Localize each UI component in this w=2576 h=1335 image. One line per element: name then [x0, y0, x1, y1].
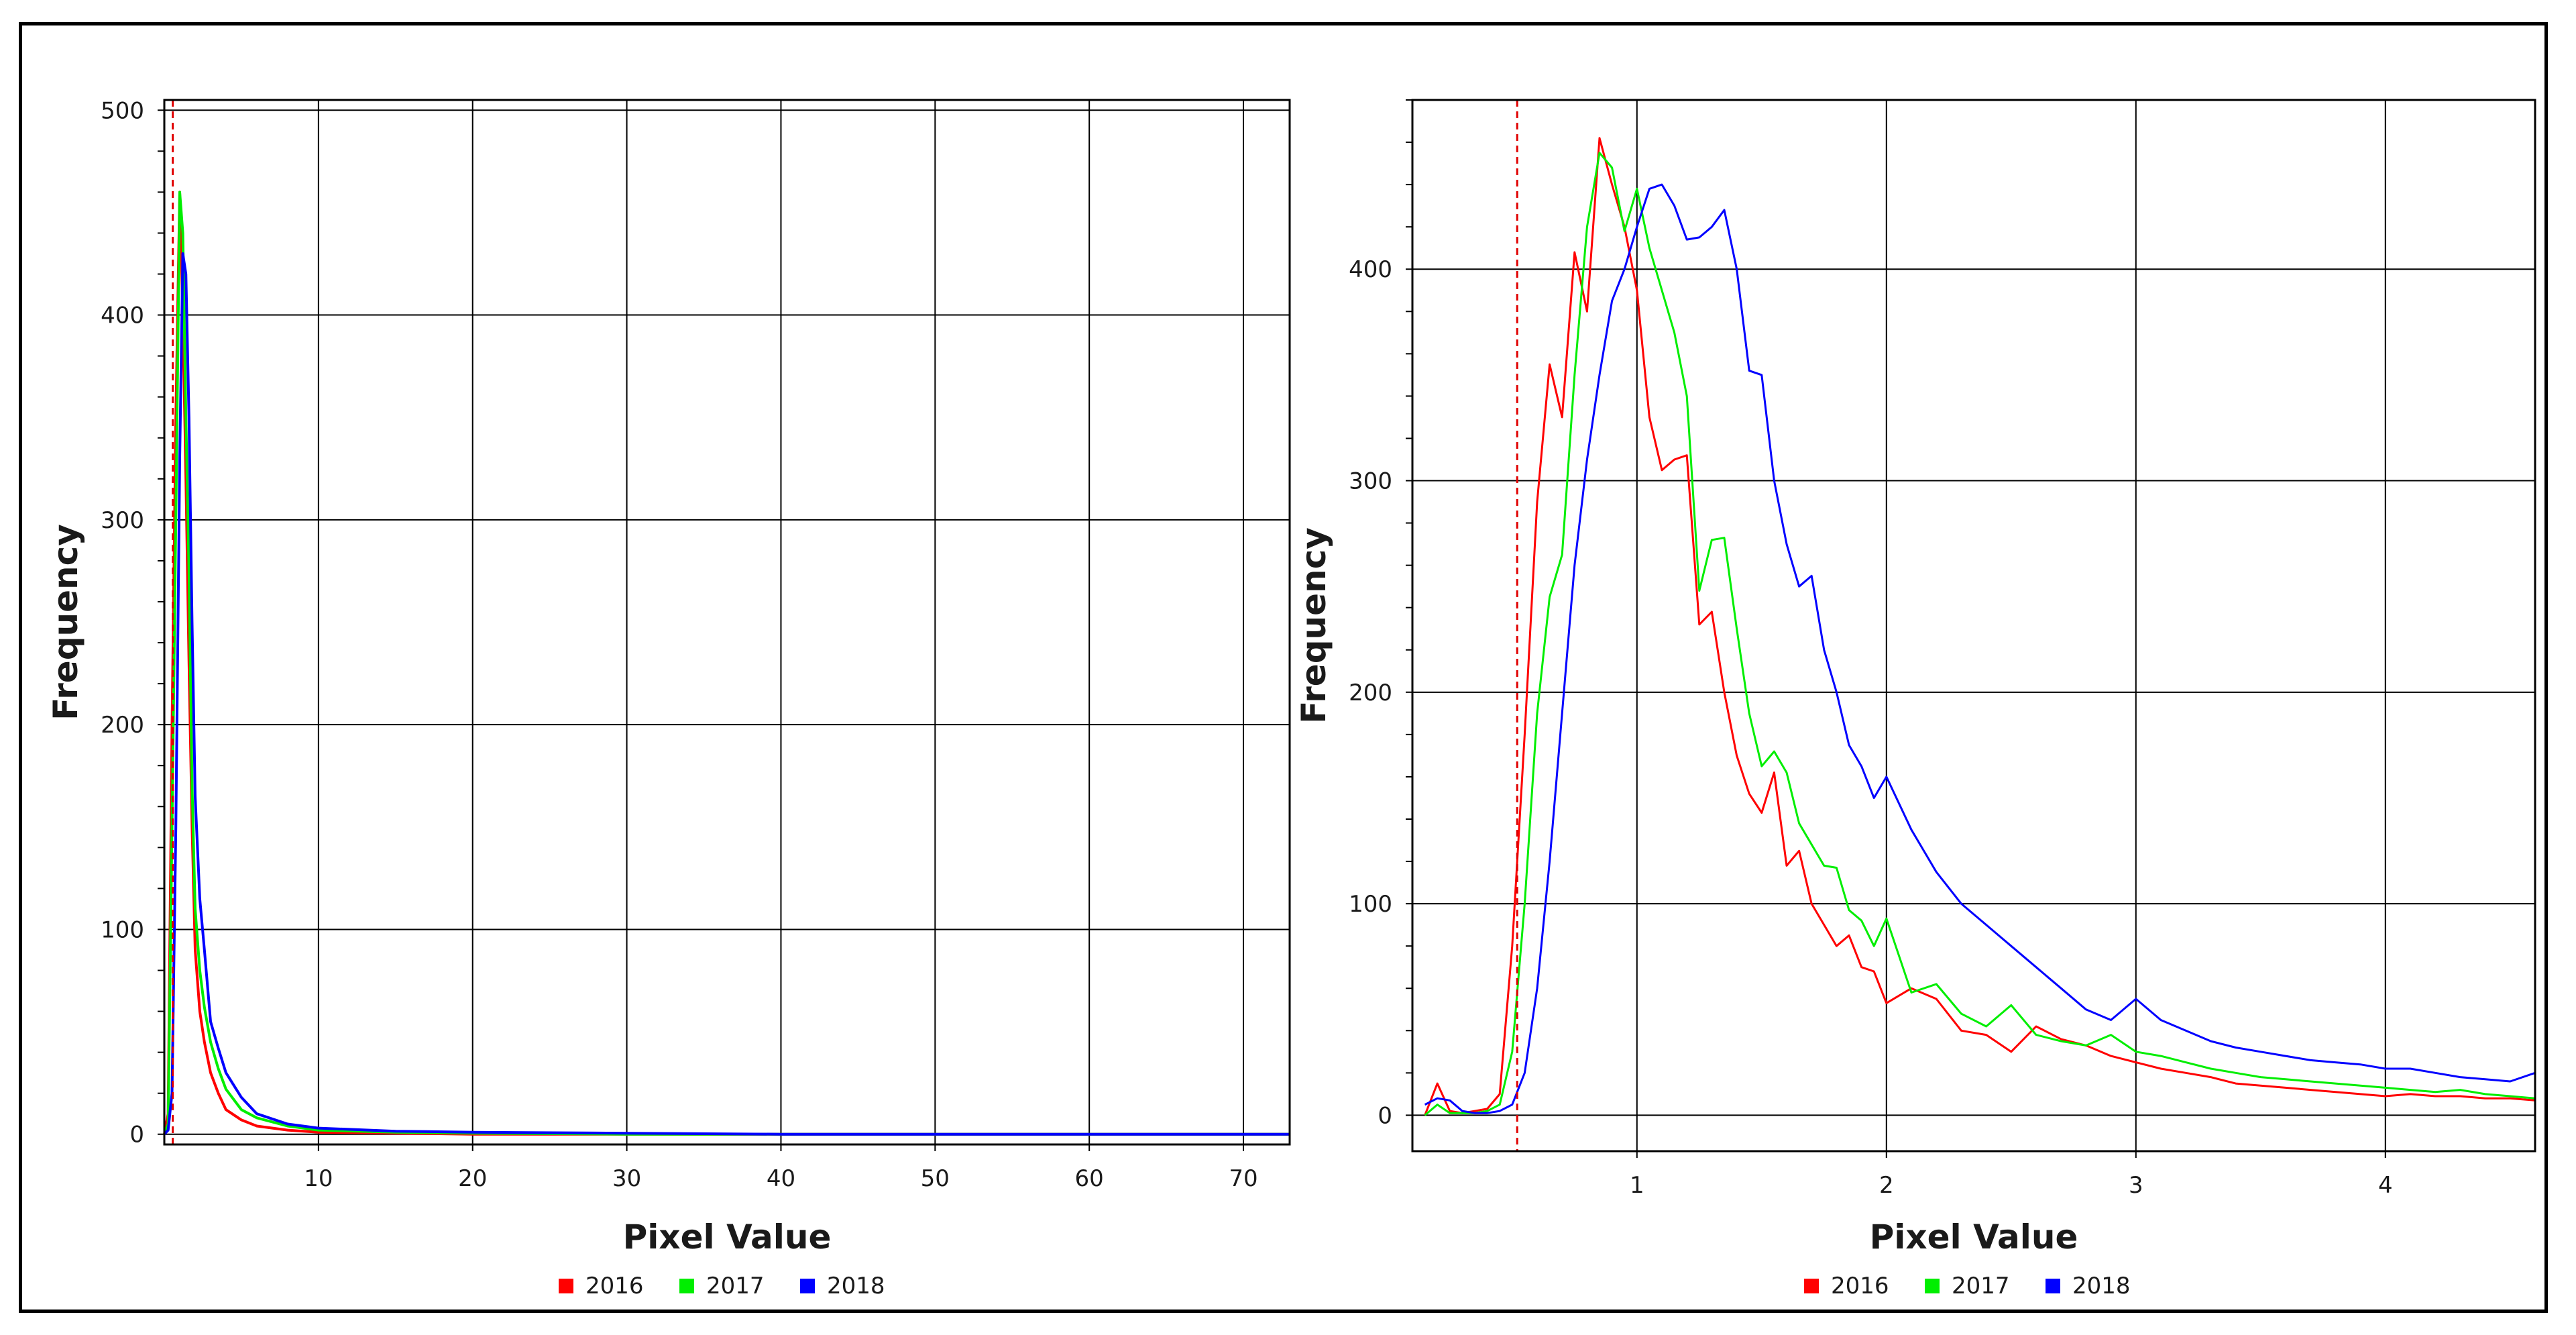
legend-swatch-2016 [1804, 1279, 1819, 1293]
x-tick-label: 70 [1229, 1165, 1257, 1192]
y-tick-label: 300 [1349, 468, 1392, 495]
y-tick-label: 500 [101, 97, 144, 124]
legend-label-2016: 2016 [585, 1273, 644, 1299]
plot-border [1411, 99, 2536, 1153]
histogram-chart-left: 10 20 30 40 50 60 70 0 100 200 300 400 500 Pixel Valu… [46, 97, 1291, 1299]
plot-area [1412, 100, 2535, 1151]
series-line-2017 [1424, 152, 2536, 1116]
legend-swatch-2016 [559, 1279, 573, 1293]
legend-label-2018: 2018 [827, 1273, 885, 1299]
plot-border [163, 99, 1291, 1146]
y-tick-label: 400 [1349, 256, 1392, 283]
y-axis-title: Frequency [1294, 527, 1333, 724]
legend-label-2017: 2017 [1952, 1273, 2010, 1299]
y-tick-label: 200 [101, 712, 144, 739]
series-line-2018 [1424, 183, 2536, 1114]
legend-label-2016: 2016 [1831, 1273, 1889, 1299]
plot-area [164, 100, 1290, 1144]
y-tick-label: 400 [101, 303, 144, 329]
x-tick-label: 50 [921, 1165, 950, 1192]
x-tick-label: 2 [1879, 1172, 1894, 1199]
y-tick-label: 200 [1349, 680, 1392, 706]
legend-swatch-2017 [1925, 1279, 1940, 1293]
series-line-2016 [1424, 137, 2536, 1116]
legend-swatch-2018 [800, 1279, 815, 1293]
y-tick-label: 0 [1378, 1102, 1392, 1129]
legend-label-2018: 2018 [2072, 1273, 2131, 1299]
x-tick-label: 40 [767, 1165, 795, 1192]
y-tick-label: 100 [1349, 891, 1392, 918]
x-tick-label: 4 [2378, 1172, 2393, 1199]
legend-swatch-2018 [2046, 1279, 2060, 1293]
legend-swatch-2017 [679, 1279, 694, 1293]
figure-frame: 10 20 30 40 50 60 70 0 100 200 300 400 500 Pixel Valu… [19, 22, 2548, 1313]
series-line-2018 [163, 252, 1290, 1136]
x-tick-label: 3 [2129, 1172, 2143, 1199]
y-axis-title: Frequency [46, 524, 85, 720]
x-tick-label: 60 [1075, 1165, 1104, 1192]
x-tick-label: 1 [1630, 1172, 1644, 1199]
histogram-chart-right: 1 2 3 4 0 100 200 300 400 Pixel Value Frequency 201… [1294, 99, 2536, 1299]
y-tick-label: 0 [129, 1122, 144, 1149]
y-tick-label: 100 [101, 916, 144, 943]
x-axis-title: Pixel Value [1870, 1218, 2078, 1257]
x-tick-label: 10 [304, 1165, 333, 1192]
legend-label-2017: 2017 [706, 1273, 765, 1299]
x-tick-label: 20 [458, 1165, 487, 1192]
x-axis-title: Pixel Value [623, 1218, 832, 1257]
x-tick-label: 30 [612, 1165, 641, 1192]
y-tick-label: 300 [101, 507, 144, 534]
